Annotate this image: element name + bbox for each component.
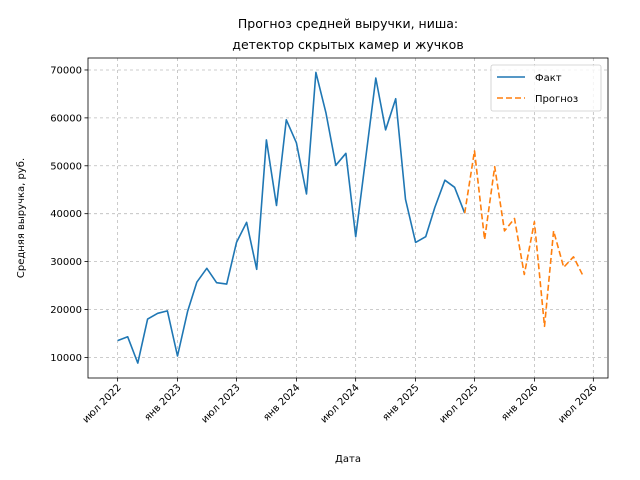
series-line-1 xyxy=(463,150,585,328)
chart-title-line-1: Прогноз средней выручки, ниша: xyxy=(238,16,458,31)
y-axis-label: Средняя выручка, руб. xyxy=(16,158,27,278)
y-tick-label: 40000 xyxy=(50,209,82,220)
legend: Факт Прогноз xyxy=(490,64,602,112)
legend-label-fact: Факт xyxy=(535,73,562,84)
series-line-0 xyxy=(117,71,466,364)
y-tick-label: 60000 xyxy=(50,113,82,124)
series-layer xyxy=(117,71,585,364)
chart-title-line-2: детектор скрытых камер и жучков xyxy=(232,37,463,52)
y-tick-label: 20000 xyxy=(50,305,82,316)
y-tick-label: 30000 xyxy=(50,257,82,268)
plot-frame xyxy=(87,57,609,379)
legend-label-forecast: Прогноз xyxy=(535,94,578,105)
y-tick-label: 10000 xyxy=(50,353,82,364)
y-tick-label: 50000 xyxy=(50,161,82,172)
y-tick-label: 70000 xyxy=(50,65,82,76)
y-axis: 10000 20000 30000 40000 50000 60000 70000 xyxy=(50,65,88,364)
x-axis-label: Дата xyxy=(335,454,361,465)
